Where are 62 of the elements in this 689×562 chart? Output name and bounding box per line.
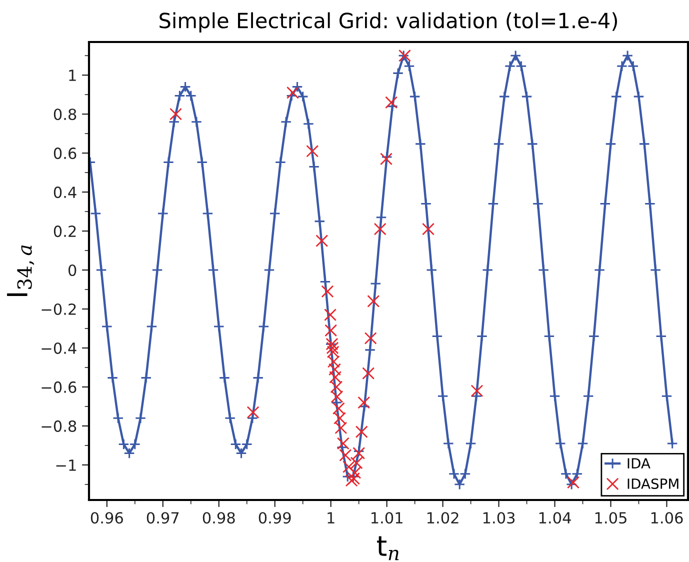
point [348, 466, 362, 479]
point [286, 86, 300, 99]
legend-label: IDA [628, 458, 650, 468]
point [326, 342, 339, 354]
x-tick-label: 1.01 [371, 512, 402, 524]
point [334, 422, 348, 434]
point [470, 384, 484, 398]
point [367, 294, 380, 308]
x-tick-label: 0.96 [90, 512, 123, 524]
point [348, 472, 360, 485]
legend-label: IDASPM [628, 478, 678, 489]
point [355, 426, 368, 438]
x-tick-label: 0.98 [202, 512, 235, 524]
chart-title: Simple Electrical Grid: validation (tol=1.e-4) [160, 12, 617, 32]
point [329, 370, 342, 384]
x-tick-label: 1 [328, 512, 334, 524]
y-tick-label: 0.4 [54, 186, 76, 198]
y-tick-label: 0.2 [54, 226, 76, 238]
point [422, 222, 434, 236]
y-tick-label: 0 [68, 264, 76, 276]
x-tick-label: 0.99 [258, 512, 291, 524]
point [306, 144, 319, 158]
point [170, 108, 182, 120]
y-tick-label: −0.2 [42, 303, 76, 316]
point [364, 332, 377, 344]
y-tick-label: 0.8 [54, 108, 76, 120]
x-tick-label: 1.04 [539, 512, 571, 524]
point [324, 308, 337, 322]
point [327, 355, 340, 368]
y-tick-label: −1 [56, 460, 76, 471]
point [330, 390, 344, 403]
point [380, 152, 393, 166]
point [330, 380, 343, 394]
y-tick-label: 1 [69, 70, 76, 81]
point [334, 412, 346, 424]
y-tick-label: −0.4 [42, 342, 76, 354]
x-tick-label: 0.97 [146, 512, 179, 524]
point [332, 402, 345, 415]
point [328, 363, 342, 376]
point [350, 456, 363, 470]
point [374, 222, 386, 236]
x-tick-label: 1.05 [595, 512, 626, 524]
y-tick-label: −0.8 [42, 420, 76, 432]
point [321, 285, 334, 298]
x-tick-label: 1.03 [483, 512, 515, 524]
y-axis-title: I$_{34,a}$ [7, 245, 34, 296]
point [358, 396, 370, 409]
point [316, 234, 328, 248]
y-tick-label: −0.6 [42, 381, 76, 393]
point [324, 324, 338, 337]
point [246, 406, 260, 419]
x-tick-label: 1.06 [651, 512, 683, 524]
point [336, 437, 350, 450]
point [566, 476, 580, 489]
point [385, 96, 398, 109]
point [362, 367, 375, 380]
point [345, 474, 358, 487]
point [326, 346, 340, 358]
x-tick-label: 1.02 [427, 512, 458, 524]
y-tick-label: 0.6 [54, 148, 76, 160]
x-axis-title: t$_{n}$ [377, 536, 399, 560]
point [342, 460, 356, 474]
